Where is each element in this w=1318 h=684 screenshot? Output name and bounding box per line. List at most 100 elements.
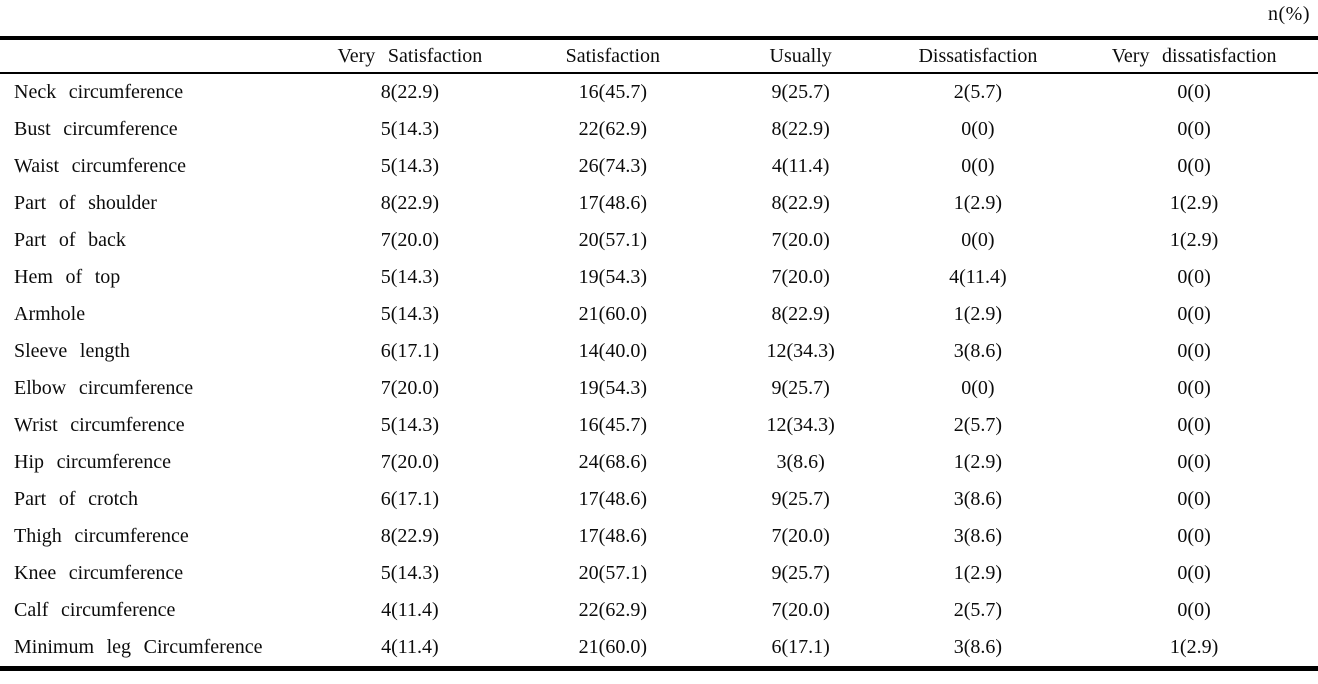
satisfaction-table: Very Satisfaction Satisfaction Usually D… (0, 36, 1318, 671)
table-row: Thigh circumference 8(22.9) 17(48.6) 7(20.0… (0, 518, 1318, 555)
table-row: Minimum leg Circumference 4(11.4) 21(60.0)… (0, 629, 1318, 669)
data-cell: 5(14.3) (380, 266, 440, 288)
data-cell: 0(0) (1177, 340, 1211, 362)
data-cell: 9(25.7) (771, 81, 830, 103)
row-label: Armhole (14, 303, 86, 325)
data-cell: 5(14.3) (380, 414, 440, 436)
data-cell: 24(68.6) (578, 451, 647, 473)
row-label: Hem of top (14, 266, 121, 288)
header-row: Very Satisfaction Satisfaction Usually D… (0, 38, 1318, 74)
row-label: Elbow circumference (14, 377, 194, 399)
data-cell: 12(34.3) (766, 340, 835, 362)
data-cell: 4(11.4) (771, 155, 830, 177)
data-cell: 7(20.0) (771, 266, 830, 288)
data-cell: 9(25.7) (771, 488, 830, 510)
data-cell: 8(22.9) (380, 192, 440, 214)
data-cell: 5(14.3) (380, 155, 440, 177)
data-cell: 0(0) (1177, 377, 1211, 399)
header-very-satisfaction: Very Satisfaction (309, 38, 511, 74)
data-cell: 7(20.0) (380, 451, 440, 473)
data-cell: 0(0) (1177, 155, 1211, 177)
data-cell: 5(14.3) (380, 303, 440, 325)
table-row: Elbow circumference 7(20.0) 19(54.3) 9(25.7… (0, 370, 1318, 407)
unit-label: n(%) (1268, 3, 1310, 25)
data-cell: 3(8.6) (953, 488, 1003, 510)
data-cell: 3(8.6) (953, 525, 1003, 547)
row-label: Part of shoulder (14, 192, 157, 214)
data-cell: 0(0) (961, 118, 995, 140)
header-usually: Usually (715, 38, 886, 74)
data-cell: 0(0) (961, 229, 995, 251)
row-label: Hip circumference (14, 451, 171, 473)
data-cell: 21(60.0) (578, 303, 647, 325)
data-cell: 5(14.3) (380, 562, 440, 584)
data-cell: 1(2.9) (1169, 636, 1219, 658)
header-satisfaction: Satisfaction (510, 38, 716, 74)
row-label: Knee circumference (14, 562, 184, 584)
data-cell: 8(22.9) (771, 192, 830, 214)
data-cell: 9(25.7) (771, 377, 830, 399)
row-label: Sleeve length (14, 340, 130, 362)
data-cell: 7(20.0) (771, 599, 830, 621)
table-row: Part of back 7(20.0) 20(57.1) 7(20.0) 0(0) 1(… (0, 222, 1318, 259)
header-corner-cell (0, 38, 310, 74)
data-cell: 1(2.9) (953, 562, 1003, 584)
data-cell: 1(2.9) (1169, 229, 1219, 251)
data-cell: 26(74.3) (578, 155, 647, 177)
table-row: Neck circumference 8(22.9) 16(45.7) 9(25.7)… (0, 73, 1318, 111)
data-cell: 6(17.1) (380, 340, 440, 362)
data-cell: 20(57.1) (578, 562, 647, 584)
data-cell: 6(17.1) (380, 488, 440, 510)
table-header: Very Satisfaction Satisfaction Usually D… (0, 38, 1318, 74)
table-row: Bust circumference 5(14.3) 22(62.9) 8(22.9)… (0, 111, 1318, 148)
data-cell: 16(45.7) (578, 81, 647, 103)
data-cell: 21(60.0) (578, 636, 647, 658)
row-label: Part of crotch (14, 488, 139, 510)
data-cell: 7(20.0) (380, 377, 440, 399)
data-cell: 8(22.9) (380, 525, 440, 547)
row-label: Wrist circumference (14, 414, 185, 436)
data-cell: 0(0) (1177, 525, 1211, 547)
data-cell: 2(5.7) (953, 81, 1003, 103)
data-cell: 1(2.9) (953, 303, 1003, 325)
row-label: Part of back (14, 229, 126, 251)
row-label: Thigh circumference (14, 525, 189, 547)
data-cell: 0(0) (1177, 562, 1211, 584)
data-cell: 22(62.9) (578, 118, 647, 140)
data-cell: 2(5.7) (953, 599, 1003, 621)
data-cell: 0(0) (1177, 414, 1211, 436)
table-row: Hip circumference 7(20.0) 24(68.6) 3(8.6) 1(… (0, 444, 1318, 481)
data-cell: 0(0) (1177, 118, 1211, 140)
data-cell: 0(0) (1177, 488, 1211, 510)
data-cell: 17(48.6) (578, 488, 647, 510)
table-row: Wrist circumference 5(14.3) 16(45.7) 12(34.… (0, 407, 1318, 444)
data-cell: 20(57.1) (578, 229, 647, 251)
data-cell: 7(20.0) (380, 229, 440, 251)
data-cell: 4(11.4) (381, 599, 439, 621)
data-cell: 19(54.3) (578, 266, 647, 288)
row-label: Waist circumference (14, 155, 187, 177)
data-cell: 12(34.3) (766, 414, 835, 436)
data-cell: 0(0) (1177, 266, 1211, 288)
table-row: Hem of top 5(14.3) 19(54.3) 7(20.0) 4(11.4) 0… (0, 259, 1318, 296)
data-cell: 9(25.7) (771, 562, 830, 584)
row-label: Minimum leg Circumference (14, 636, 263, 658)
table-row: Calf circumference 4(11.4) 22(62.9) 7(20.0)… (0, 592, 1318, 629)
data-cell: 5(14.3) (380, 118, 440, 140)
data-cell: 0(0) (1177, 599, 1211, 621)
data-cell: 8(22.9) (380, 81, 440, 103)
data-cell: 17(48.6) (578, 525, 647, 547)
row-label: Bust circumference (14, 118, 178, 140)
data-cell: 0(0) (961, 155, 995, 177)
table-row: Part of shoulder 8(22.9) 17(48.6) 8(22.9) 1(… (0, 185, 1318, 222)
header-dissatisfaction: Dissatisfaction (885, 38, 1071, 74)
data-cell: 0(0) (1177, 81, 1211, 103)
table-row: Sleeve length 6(17.1) 14(40.0) 12(34.3) 3(8.… (0, 333, 1318, 370)
data-cell: 22(62.9) (578, 599, 647, 621)
data-cell: 19(54.3) (578, 377, 647, 399)
data-cell: 14(40.0) (578, 340, 647, 362)
data-cell: 8(22.9) (771, 118, 830, 140)
data-cell: 4(11.4) (949, 266, 1007, 288)
data-cell: 6(17.1) (771, 636, 830, 658)
